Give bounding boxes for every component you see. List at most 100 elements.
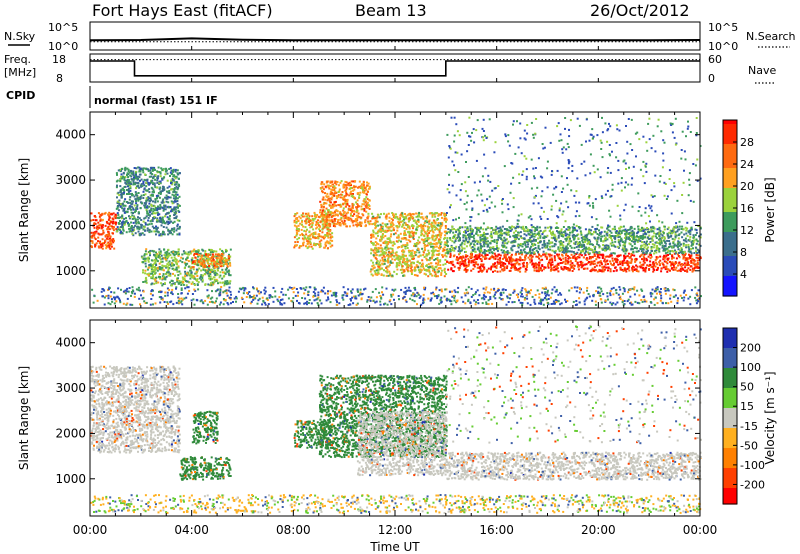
data-cell [456,258,458,260]
data-cell [359,194,361,196]
data-cell [430,262,432,264]
data-cell [121,168,123,170]
data-cell [546,258,548,260]
data-cell [408,213,410,215]
data-cell [337,181,339,183]
data-cell [673,231,675,233]
data-cell [330,246,332,248]
data-cell [391,254,393,256]
data-cell [433,259,435,261]
data-cell [322,199,324,201]
data-cell [324,234,326,236]
data-cell [177,172,179,174]
data-cell [340,205,342,207]
data-cell [134,198,136,200]
data-cell [115,214,117,216]
data-cell [669,270,671,272]
data-cell [382,229,384,231]
data-cell [215,253,217,255]
data-cell [131,172,133,174]
data-cell [178,267,180,269]
data-cell [605,267,607,269]
data-cell [134,225,136,227]
data-cell [177,194,179,196]
data-cell [331,219,333,221]
data-cell [665,245,667,247]
data-cell [363,200,365,202]
data-cell [302,226,304,228]
data-cell [131,233,133,235]
data-cell [142,281,144,283]
data-cell [467,258,469,260]
data-cell [649,252,651,254]
data-cell [445,227,447,229]
data-cell [437,250,439,252]
data-cell [420,269,422,271]
data-cell [228,273,230,275]
data-cell [149,254,151,256]
data-cell [298,230,300,232]
data-cell [463,240,465,242]
data-cell [335,187,337,189]
data-cell [387,238,389,240]
data-cell [441,270,443,272]
data-cell [311,224,313,226]
data-cell [382,252,384,254]
data-cell [355,201,357,203]
data-cell [504,257,506,259]
data-cell [312,222,314,224]
data-cell [338,194,340,196]
data-cell [295,222,297,224]
data-cell [145,277,147,279]
data-cell [393,233,395,235]
data-cell [135,202,137,204]
data-cell [109,248,111,250]
data-cell [131,203,133,205]
data-cell [326,219,328,221]
data-cell [546,235,548,237]
data-cell [560,266,562,268]
data-cell [406,244,408,246]
data-cell [343,207,345,209]
data-cell [367,191,369,193]
data-cell [116,174,118,176]
data-cell [97,237,99,239]
data-cell [153,278,155,280]
data-cell [216,280,218,282]
data-cell [497,250,499,252]
data-cell [140,186,142,188]
data-cell [597,271,599,273]
data-cell [358,216,360,218]
data-cell [113,248,115,250]
data-cell [132,229,134,231]
data-cell [294,213,296,215]
data-cell [420,225,422,227]
data-cell [500,266,502,268]
data-cell [207,256,209,258]
data-cell [629,257,631,259]
data-cell [617,264,619,266]
data-cell [408,221,410,223]
data-cell [410,270,412,272]
data-cell [391,258,393,260]
data-cell [156,187,158,189]
data-cell [150,209,152,211]
data-cell [308,217,310,219]
data-cell [595,269,597,271]
data-cell [435,212,437,214]
data-cell [677,265,679,267]
data-cell [172,260,174,262]
data-cell [162,217,164,219]
data-cell [535,256,537,258]
data-cell [318,216,320,218]
data-cell [166,191,168,193]
data-cell [579,256,581,258]
data-cell [353,197,355,199]
data-cell [591,226,593,228]
data-cell [296,228,298,230]
data-cell [418,214,420,216]
data-cell [209,271,211,273]
data-cell [684,264,686,266]
data-cell [383,269,385,271]
data-cell [572,270,574,272]
